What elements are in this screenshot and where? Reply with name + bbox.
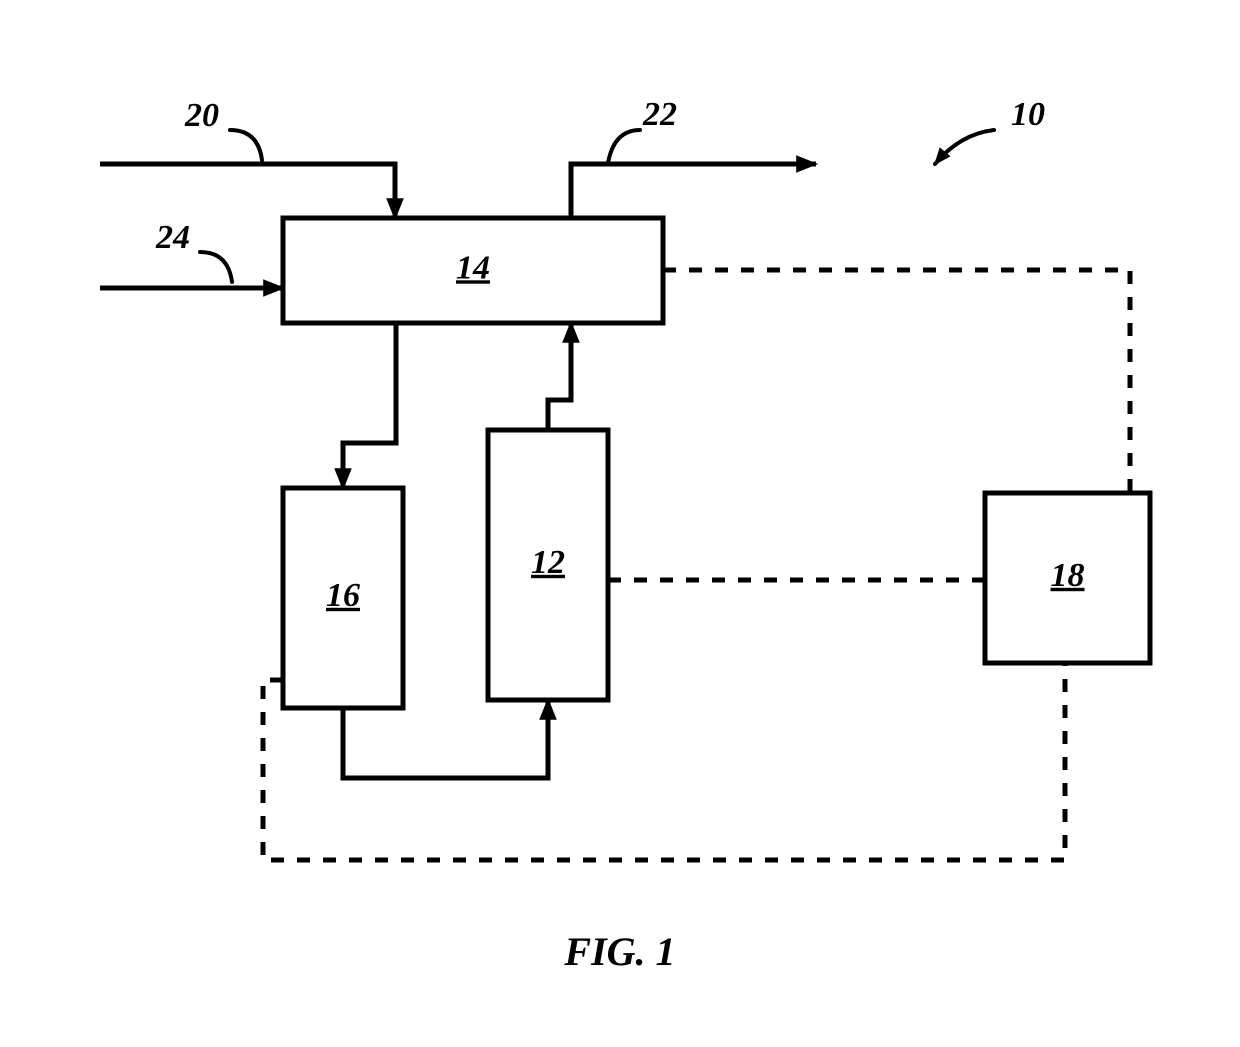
edge-e20 [100, 164, 395, 218]
ref-label-24: 24 [155, 219, 190, 256]
node-label-n14: 14 [456, 249, 490, 286]
node-label-n16: 16 [326, 577, 360, 614]
figure-1: 14 16 12 18 20 24 22 10 FIG. 1 [0, 0, 1240, 1047]
ref-leader-24 [200, 252, 232, 282]
edge-e22 [571, 164, 816, 218]
edge-e16to12 [343, 700, 548, 778]
ref-label-20: 20 [184, 97, 219, 134]
ref-leader-10 [935, 130, 994, 164]
node-label-n18: 18 [1051, 557, 1085, 594]
node-label-n12: 12 [531, 544, 565, 581]
ref-leader-22 [608, 130, 640, 163]
ref-leader-20 [230, 130, 262, 160]
edge-e14to16 [343, 323, 396, 488]
ref-label-22: 22 [642, 96, 677, 133]
edge-d14to18 [663, 270, 1130, 493]
ref-label-10: 10 [1011, 96, 1045, 133]
edge-e12to14 [548, 323, 571, 430]
figure-caption: FIG. 1 [563, 929, 675, 974]
